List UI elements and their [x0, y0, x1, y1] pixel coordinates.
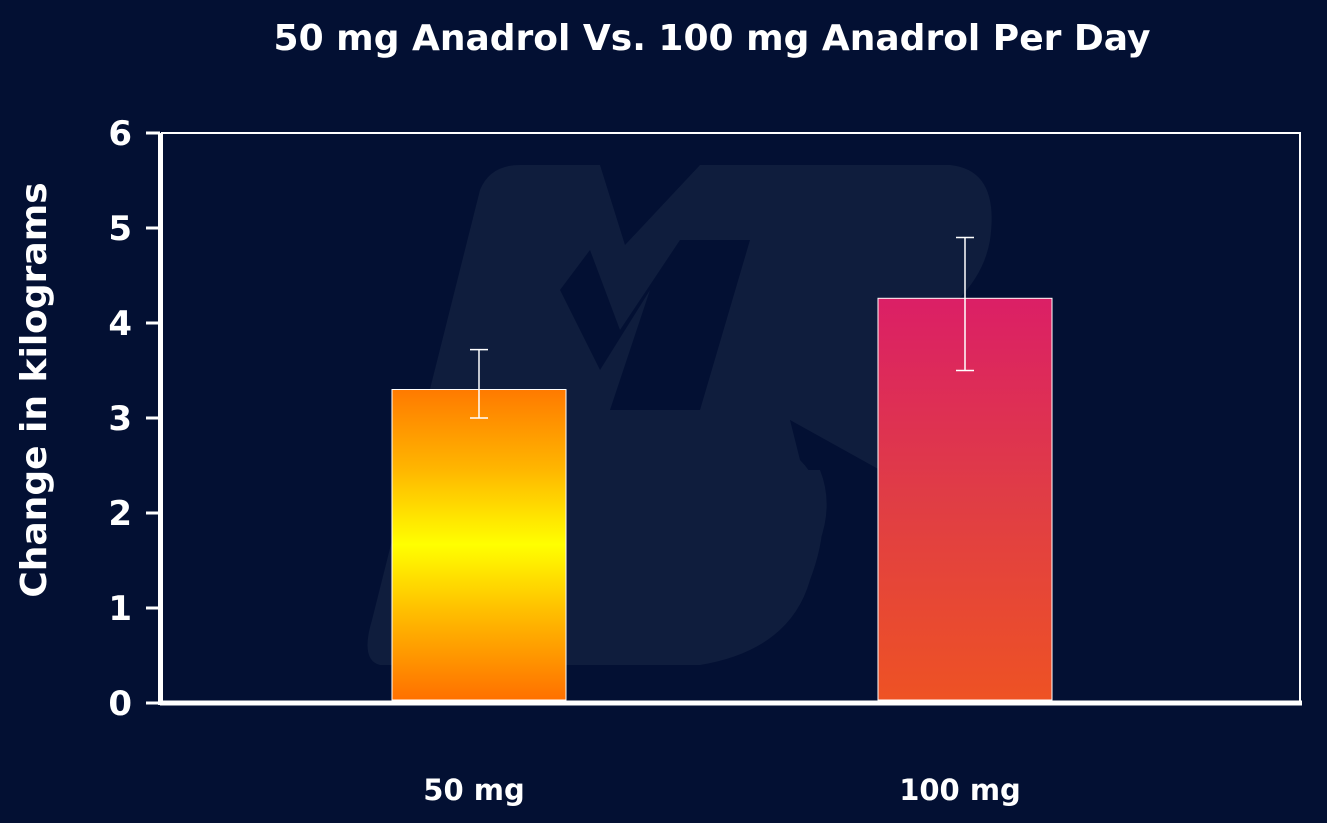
y-tick-label: 2	[108, 494, 132, 534]
y-tick-label: 6	[108, 114, 132, 154]
y-axis-ticks: 0 1 2 3 4 5 6	[108, 114, 160, 724]
y-tick-label: 5	[108, 209, 132, 249]
error-bars	[470, 236, 974, 419]
bar-50mg	[391, 389, 567, 701]
category-labels: 50 mg 100 mg	[423, 773, 1021, 807]
y-tick-label: 4	[108, 304, 132, 344]
bars	[391, 297, 1053, 701]
category-label: 50 mg	[423, 773, 524, 807]
chart-title: 50 mg Anadrol Vs. 100 mg Anadrol Per Day	[274, 18, 1151, 59]
y-tick-label: 0	[108, 684, 132, 724]
error-bar-50mg	[470, 348, 488, 419]
y-tick-label: 3	[108, 399, 132, 439]
category-label: 100 mg	[899, 773, 1021, 807]
y-axis-label: Change in kilograms	[14, 182, 55, 597]
y-tick-label: 1	[108, 589, 132, 629]
error-bar-100mg	[956, 236, 974, 372]
